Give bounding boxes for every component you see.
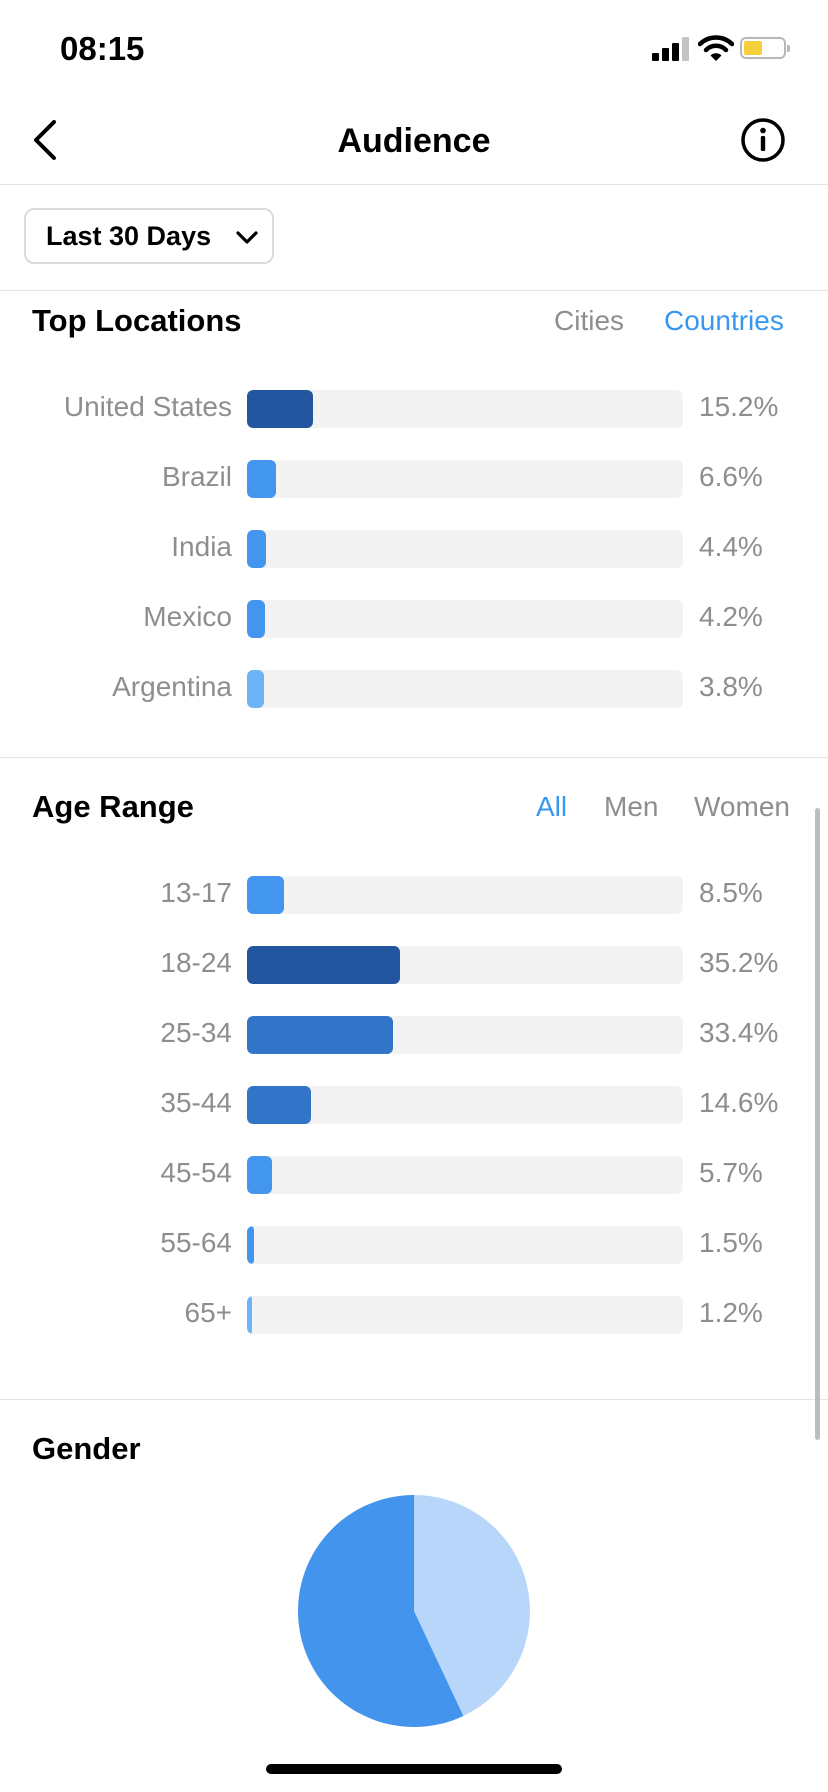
age-bar-track [247, 876, 683, 914]
age-bar-track [247, 946, 683, 984]
location-value-mexico: 4.2% [699, 601, 763, 632]
age-bar-track [247, 1156, 683, 1194]
age-value-45-54: 5.7% [699, 1157, 763, 1188]
location-bar [247, 600, 266, 638]
age-value-13-17: 8.5% [699, 877, 763, 908]
age-label-55-64: 55-64 [160, 1227, 232, 1258]
location-label-argentina: Argentina [112, 671, 232, 702]
age-value-65-plus: 1.2% [699, 1297, 763, 1328]
age-bar-track [247, 1086, 683, 1124]
location-value-india: 4.4% [699, 531, 763, 562]
gender-pie-chart [298, 1495, 530, 1727]
location-value-argentina: 3.8% [699, 671, 763, 702]
location-bar-track [247, 670, 683, 708]
age-bar [247, 946, 401, 984]
location-label-brazil: Brazil [161, 461, 232, 492]
location-value-brazil: 6.6% [699, 461, 763, 492]
location-bar-track [247, 530, 683, 568]
age-value-55-64: 1.5% [699, 1227, 763, 1258]
location-label-mexico: Mexico [143, 601, 232, 632]
gender-title: Gender [32, 1431, 141, 1466]
scrollbar[interactable] [815, 808, 820, 1440]
location-bar [247, 460, 276, 498]
info-icon[interactable] [740, 117, 786, 163]
age-bar [247, 1226, 254, 1264]
age-bar-track [247, 1296, 683, 1334]
status-time: 08:15 [60, 30, 145, 67]
age-label-35-44: 35-44 [160, 1087, 232, 1118]
tab-all[interactable]: All [536, 791, 568, 822]
age-bar-track [247, 1226, 683, 1264]
age-bar [247, 1086, 311, 1124]
age-label-45-54: 45-54 [160, 1157, 232, 1188]
nav-bar: Audience [0, 100, 828, 185]
wifi-icon [698, 35, 734, 61]
location-label-united-states: United States [63, 391, 232, 422]
gender-pie-slice-2 [298, 1495, 464, 1727]
age-bar [247, 1016, 393, 1054]
location-bar [247, 390, 314, 428]
age-value-35-44: 14.6% [699, 1087, 779, 1118]
home-indicator[interactable] [266, 1764, 562, 1774]
age-label-25-34: 25-34 [160, 1017, 232, 1048]
age-range-title: Age Range [32, 789, 194, 824]
age-value-25-34: 33.4% [699, 1017, 779, 1048]
age-label-65-plus: 65+ [184, 1297, 233, 1328]
cellular-signal-icon [652, 37, 690, 61]
section-divider [0, 1399, 828, 1400]
age-bar [247, 1156, 272, 1194]
tab-women[interactable]: Women [694, 791, 790, 822]
age-label-18-24: 18-24 [160, 947, 232, 978]
location-bar-track [247, 600, 683, 638]
chevron-down-icon [236, 231, 258, 244]
gender-pie-slice-1 [414, 1495, 530, 1716]
age-bar-track [247, 1016, 683, 1054]
age-value-18-24: 35.2% [699, 947, 779, 978]
battery-icon [740, 37, 790, 61]
location-label-india: India [171, 531, 232, 562]
period-dropdown-label: Last 30 Days [46, 221, 212, 251]
tab-countries[interactable]: Countries [664, 305, 784, 336]
tab-cities[interactable]: Cities [554, 305, 625, 336]
period-selector-row: Last 30 Days [0, 185, 828, 291]
top-locations-title: Top Locations [32, 303, 242, 338]
period-dropdown[interactable]: Last 30 Days [24, 208, 274, 264]
age-label-13-17: 13-17 [160, 877, 232, 908]
page-title: Audience [337, 122, 491, 160]
section-divider [0, 757, 828, 758]
location-bar [247, 670, 264, 708]
location-value-united-states: 15.2% [699, 391, 779, 422]
age-bar [247, 876, 285, 914]
location-bar-track [247, 460, 683, 498]
status-bar: 08:15 [0, 0, 828, 100]
back-chevron-icon[interactable] [28, 114, 68, 166]
age-bar [247, 1296, 253, 1334]
tab-men[interactable]: Men [604, 791, 659, 822]
location-bar [247, 530, 267, 568]
location-bar-track [247, 390, 683, 428]
